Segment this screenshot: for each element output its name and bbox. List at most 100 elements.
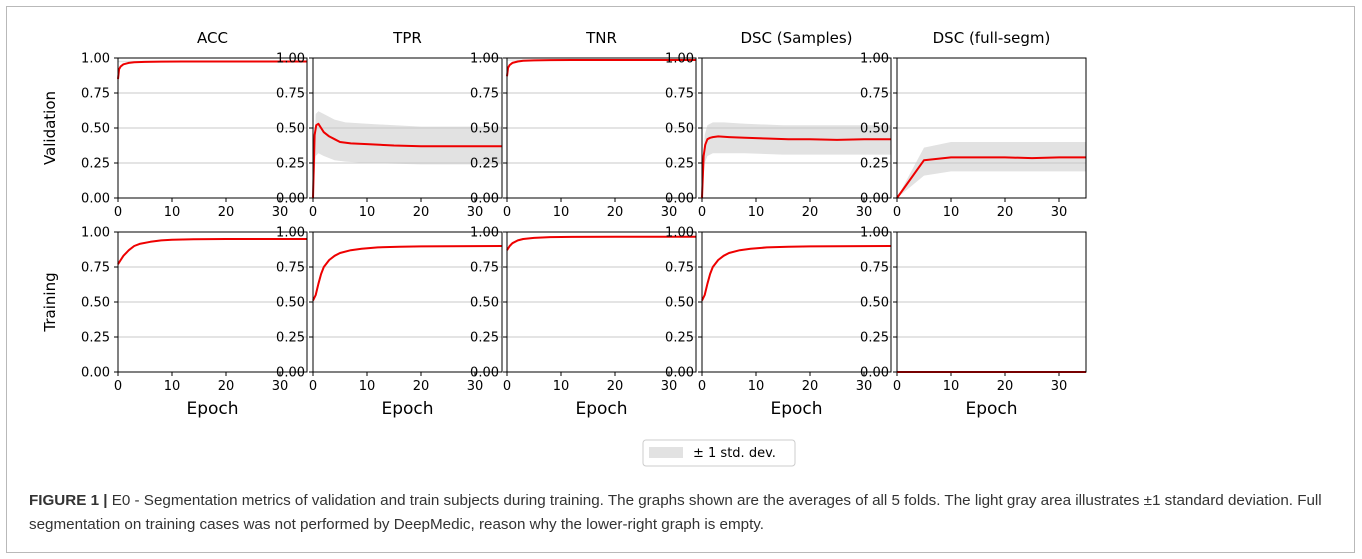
y-tick-label: 1.00 bbox=[81, 52, 110, 67]
y-tick-label: 0.25 bbox=[665, 157, 694, 172]
row-label: Validation bbox=[41, 91, 59, 165]
subplot-title: DSC (Samples) bbox=[740, 29, 852, 47]
axes-frame bbox=[506, 231, 697, 373]
y-tick-label: 0.75 bbox=[860, 87, 889, 102]
y-tick-label: 0.25 bbox=[81, 331, 110, 346]
y-tick-label: 0.25 bbox=[81, 157, 110, 172]
y-tick-label: 0.00 bbox=[860, 366, 889, 381]
x-axis-label: Epoch bbox=[575, 399, 627, 419]
axes-frame bbox=[506, 57, 697, 199]
subplot-training-3: 0.00 0.25 0.50 0.75 1.00 0 10 20 30 Epoch bbox=[470, 226, 697, 419]
x-tick-label: 30 bbox=[272, 379, 289, 394]
y-tick-label: 0.75 bbox=[665, 261, 694, 276]
y-tick-label: 0.75 bbox=[470, 87, 499, 102]
x-tick-label: 20 bbox=[997, 379, 1014, 394]
series-line bbox=[896, 156, 1086, 199]
x-tick-label: 30 bbox=[661, 205, 678, 220]
x-tick-label: 10 bbox=[359, 205, 376, 220]
x-tick-label: 20 bbox=[413, 205, 430, 220]
x-tick-label: 30 bbox=[1051, 205, 1068, 220]
y-tick-label: 0.00 bbox=[470, 366, 499, 381]
x-axis-label: Epoch bbox=[186, 399, 238, 419]
axes-frame bbox=[312, 57, 503, 199]
x-tick-label: 0 bbox=[893, 379, 901, 394]
x-tick-label: 30 bbox=[467, 379, 484, 394]
legend-band-swatch bbox=[649, 447, 683, 458]
axes-frame bbox=[701, 231, 892, 373]
legend: ± 1 std. dev. bbox=[642, 439, 796, 467]
y-tick-label: 0.75 bbox=[860, 261, 889, 276]
x-tick-label: 0 bbox=[114, 379, 122, 394]
y-tick-label: 0.50 bbox=[665, 122, 694, 137]
x-tick-label: 30 bbox=[856, 205, 873, 220]
y-tick-label: 0.00 bbox=[276, 192, 305, 207]
legend-label: ± 1 std. dev. bbox=[693, 446, 776, 461]
y-tick-label: 0.00 bbox=[81, 192, 110, 207]
x-tick-label: 30 bbox=[1051, 379, 1068, 394]
y-tick-label: 1.00 bbox=[860, 226, 889, 241]
x-tick-label: 20 bbox=[997, 205, 1014, 220]
y-tick-label: 0.75 bbox=[665, 87, 694, 102]
y-tick-label: 0.00 bbox=[470, 192, 499, 207]
y-tick-label: 0.00 bbox=[665, 192, 694, 207]
x-tick-label: 0 bbox=[114, 205, 122, 220]
y-tick-label: 0.00 bbox=[276, 366, 305, 381]
series-line bbox=[117, 238, 307, 265]
figure-frame: 0.00 0.25 0.50 0.75 1.00 0 10 20 30 ACC Validation… bbox=[6, 6, 1355, 553]
std-band bbox=[313, 111, 502, 198]
series-line bbox=[312, 245, 503, 302]
subplot-training-2: 0.00 0.25 0.50 0.75 1.00 0 10 20 30 Epoch bbox=[276, 226, 503, 419]
y-tick-label: 0.00 bbox=[81, 366, 110, 381]
axes-frame bbox=[117, 57, 308, 199]
series-line bbox=[701, 135, 891, 199]
series-line bbox=[506, 235, 696, 251]
x-tick-label: 10 bbox=[748, 379, 765, 394]
series-line bbox=[701, 245, 892, 302]
x-tick-label: 0 bbox=[698, 205, 706, 220]
x-tick-label: 30 bbox=[272, 205, 289, 220]
subplot-title: TPR bbox=[392, 29, 422, 47]
x-tick-label: 30 bbox=[856, 379, 873, 394]
x-tick-label: 0 bbox=[309, 379, 317, 394]
row-label: Training bbox=[41, 272, 59, 332]
y-tick-label: 0.50 bbox=[470, 296, 499, 311]
y-tick-label: 0.75 bbox=[276, 261, 305, 276]
x-tick-label: 30 bbox=[467, 205, 484, 220]
y-tick-label: 1.00 bbox=[665, 226, 694, 241]
y-tick-label: 1.00 bbox=[470, 226, 499, 241]
axes-frame bbox=[312, 231, 503, 373]
x-tick-label: 10 bbox=[553, 379, 570, 394]
y-tick-label: 0.25 bbox=[665, 331, 694, 346]
y-tick-label: 0.50 bbox=[276, 122, 305, 137]
axes-frame bbox=[896, 231, 1087, 373]
y-tick-label: 0.50 bbox=[81, 296, 110, 311]
x-tick-label: 10 bbox=[164, 379, 181, 394]
subplot-validation-1: 0.00 0.25 0.50 0.75 1.00 0 10 20 30 ACC Validation bbox=[41, 29, 308, 220]
x-tick-label: 10 bbox=[553, 205, 570, 220]
y-tick-label: 0.50 bbox=[860, 296, 889, 311]
x-tick-label: 20 bbox=[607, 205, 624, 220]
caption-text: E0 - Segmentation metrics of validation … bbox=[29, 492, 1322, 533]
y-tick-label: 0.75 bbox=[81, 261, 110, 276]
std-band bbox=[897, 142, 1086, 198]
y-tick-label: 0.75 bbox=[470, 261, 499, 276]
y-tick-label: 1.00 bbox=[276, 226, 305, 241]
x-tick-label: 30 bbox=[661, 379, 678, 394]
subplot-training-5: 0.00 0.25 0.50 0.75 1.00 0 10 20 30 Epoch bbox=[860, 226, 1087, 419]
x-tick-label: 20 bbox=[218, 379, 235, 394]
x-tick-label: 10 bbox=[943, 379, 960, 394]
y-tick-label: 0.75 bbox=[276, 87, 305, 102]
x-tick-label: 10 bbox=[943, 205, 960, 220]
std-band bbox=[702, 122, 891, 198]
subplot-title: ACC bbox=[197, 29, 228, 47]
x-axis-label: Epoch bbox=[965, 399, 1017, 419]
axes-frame bbox=[117, 231, 308, 373]
y-tick-label: 0.00 bbox=[860, 192, 889, 207]
x-tick-label: 20 bbox=[802, 379, 819, 394]
subplot-validation-4: 0.00 0.25 0.50 0.75 1.00 0 10 20 30 DSC (Samples) bbox=[665, 29, 892, 220]
y-tick-label: 1.00 bbox=[276, 52, 305, 67]
x-axis-label: Epoch bbox=[381, 399, 433, 419]
axes-frame bbox=[896, 57, 1087, 199]
legend-box bbox=[642, 439, 796, 467]
series-line bbox=[506, 58, 696, 77]
